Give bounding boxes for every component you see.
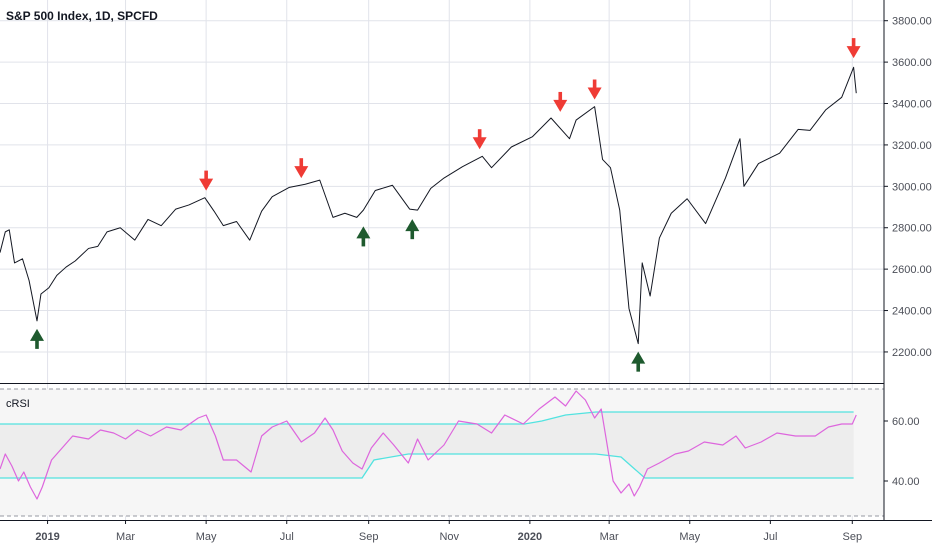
crsi-band — [0, 388, 884, 517]
price-tick-label: 3200.00 — [892, 140, 932, 152]
buy-arrow-icon — [29, 328, 44, 349]
price-line — [0, 66, 857, 345]
crsi-tick-label: 40.00 — [892, 476, 920, 488]
price-tick-label: 3800.00 — [892, 16, 932, 28]
time-scale-bg — [0, 520, 932, 550]
time-tick-label: Mar — [600, 531, 619, 543]
price-tick-label: 3000.00 — [892, 181, 932, 193]
time-tick-label: Nov — [439, 531, 459, 543]
signal-arrows — [29, 38, 861, 372]
time-tick-label: Sep — [359, 531, 379, 543]
crsi-lower-band — [0, 453, 854, 479]
time-tick-label: Jul — [280, 531, 294, 543]
time-tick-label: Mar — [116, 531, 135, 543]
sell-arrow-icon — [846, 38, 861, 59]
crsi-series — [0, 390, 857, 500]
price-tick-label: 3400.00 — [892, 99, 932, 111]
price-tick-label: 3600.00 — [892, 57, 932, 69]
sell-arrow-icon — [553, 91, 568, 112]
time-tick-label: Jul — [763, 531, 777, 543]
price-series — [0, 66, 857, 345]
time-tick-label: 2020 — [518, 531, 542, 543]
price-tick-label: 2200.00 — [892, 347, 932, 359]
crsi-band-fill — [0, 412, 854, 478]
price-tick-label: 2400.00 — [892, 306, 932, 318]
sell-arrow-icon — [472, 129, 487, 150]
sell-arrow-icon — [587, 79, 602, 100]
sell-arrow-icon — [199, 170, 214, 191]
time-tick-label: May — [196, 531, 217, 543]
chart-title: S&P 500 Index, 1D, SPCFD — [6, 9, 158, 23]
crsi-line — [0, 390, 857, 500]
indicator-title: cRSI — [6, 398, 30, 410]
crsi-tick-label: 60.00 — [892, 416, 920, 428]
buy-arrow-icon — [631, 351, 646, 372]
sell-arrow-icon — [294, 158, 309, 179]
time-tick-label: Sep — [842, 531, 862, 543]
buy-arrow-icon — [356, 226, 371, 247]
buy-arrow-icon — [405, 219, 420, 240]
crsi-upper-band — [0, 411, 854, 425]
price-scale-bg — [884, 0, 932, 550]
time-tick-label: May — [679, 531, 700, 543]
price-tick-label: 2600.00 — [892, 264, 932, 276]
price-tick-label: 2800.00 — [892, 223, 932, 235]
time-tick-label: 2019 — [35, 531, 59, 543]
